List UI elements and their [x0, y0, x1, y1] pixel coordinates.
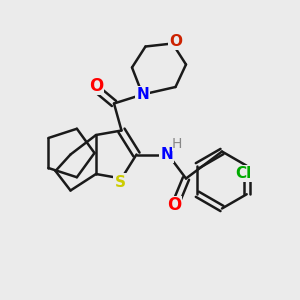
Text: N: N: [160, 147, 173, 162]
Text: O: O: [169, 34, 182, 50]
Text: S: S: [115, 175, 125, 190]
Text: H: H: [172, 137, 182, 151]
Text: N: N: [136, 87, 149, 102]
Text: Cl: Cl: [236, 166, 252, 181]
Text: O: O: [167, 196, 181, 214]
Text: O: O: [89, 76, 103, 94]
